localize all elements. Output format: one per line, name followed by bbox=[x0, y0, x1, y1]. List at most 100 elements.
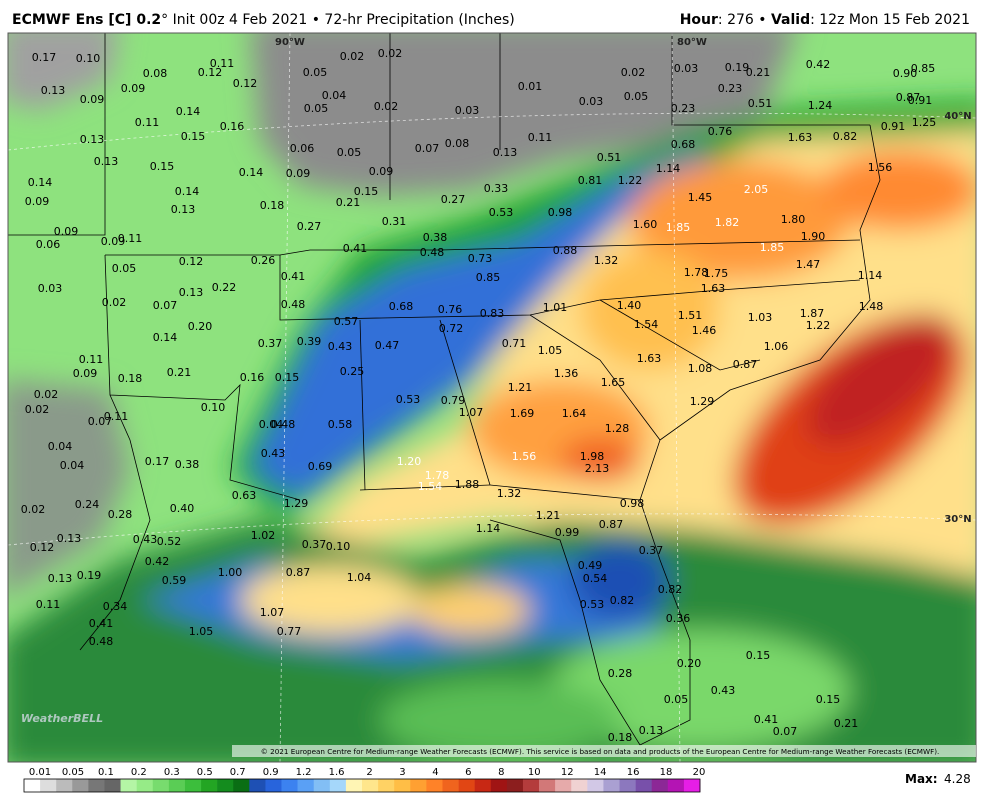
value-label: 0.31 bbox=[382, 215, 407, 228]
legend-swatch bbox=[233, 779, 250, 792]
legend-tick-label: 14 bbox=[594, 767, 607, 778]
value-label: 0.14 bbox=[176, 105, 201, 118]
value-label: 1.56 bbox=[868, 161, 893, 174]
value-label: 0.12 bbox=[233, 77, 258, 90]
value-label: 0.82 bbox=[658, 583, 683, 596]
value-label: 0.23 bbox=[718, 82, 743, 95]
value-label: 0.87 bbox=[599, 518, 624, 531]
value-label: 0.15 bbox=[354, 185, 379, 198]
value-label: 1.54 bbox=[634, 318, 659, 331]
logo: WeatherBELL bbox=[21, 712, 103, 725]
legend-tick-label: 0.01 bbox=[29, 767, 51, 778]
value-label: 0.07 bbox=[153, 299, 178, 312]
value-label: 1.05 bbox=[189, 625, 214, 638]
value-label: 0.18 bbox=[260, 199, 285, 212]
value-label: 0.87 bbox=[733, 358, 758, 371]
value-label: 0.34 bbox=[103, 600, 128, 613]
copyright-bg bbox=[232, 745, 976, 757]
value-label: 0.22 bbox=[212, 281, 237, 294]
value-label: 1.14 bbox=[858, 269, 883, 282]
value-label: 0.63 bbox=[232, 489, 257, 502]
value-label: 1.07 bbox=[459, 406, 484, 419]
value-label: 1.63 bbox=[788, 131, 813, 144]
legend-swatch bbox=[40, 779, 57, 792]
value-label: 0.83 bbox=[480, 307, 505, 320]
value-label: 0.53 bbox=[489, 206, 514, 219]
value-label: 0.09 bbox=[54, 225, 79, 238]
value-label: 1.48 bbox=[859, 300, 884, 313]
value-label: 1.32 bbox=[497, 487, 522, 500]
value-label: 1.78 bbox=[684, 266, 709, 279]
value-label: 0.85 bbox=[911, 62, 936, 75]
legend-swatch bbox=[458, 779, 475, 792]
value-label: 0.09 bbox=[73, 367, 98, 380]
value-label: 0.11 bbox=[210, 57, 235, 70]
value-label: 0.10 bbox=[76, 52, 101, 65]
value-label: 0.21 bbox=[167, 366, 192, 379]
value-label: 0.13 bbox=[57, 532, 82, 545]
legend-swatch bbox=[587, 779, 604, 792]
value-label: 0.21 bbox=[336, 196, 361, 209]
value-label: 0.11 bbox=[118, 232, 143, 245]
value-label: 1.63 bbox=[701, 282, 726, 295]
value-label: 1.46 bbox=[692, 324, 717, 337]
value-label: 0.13 bbox=[80, 133, 105, 146]
value-label: 0.18 bbox=[608, 731, 633, 744]
value-label: 0.20 bbox=[677, 657, 702, 670]
legend-swatch bbox=[72, 779, 89, 792]
value-label: 1.45 bbox=[688, 191, 713, 204]
value-label: 0.02 bbox=[34, 388, 59, 401]
legend-frame bbox=[23, 778, 701, 793]
grid-label: 30°N bbox=[944, 514, 971, 525]
value-label: 0.14 bbox=[175, 185, 200, 198]
value-label: 1.40 bbox=[617, 299, 642, 312]
value-label: 0.08 bbox=[445, 137, 470, 150]
value-label: 0.98 bbox=[620, 497, 645, 510]
legend-swatch bbox=[104, 779, 121, 792]
value-label: 0.07 bbox=[88, 415, 113, 428]
graticule bbox=[8, 33, 976, 762]
value-label: 0.01 bbox=[518, 80, 543, 93]
value-label: 0.87 bbox=[896, 91, 921, 104]
value-label: 1.51 bbox=[678, 309, 703, 322]
value-label: 0.05 bbox=[337, 146, 362, 159]
value-label: 0.10 bbox=[201, 401, 226, 414]
map-frame bbox=[7, 32, 977, 763]
value-label: 0.13 bbox=[94, 155, 119, 168]
value-label: 0.02 bbox=[21, 503, 46, 516]
value-label: 0.21 bbox=[834, 717, 859, 730]
value-label: 0.49 bbox=[578, 559, 603, 572]
legend-swatch bbox=[571, 779, 588, 792]
value-label: 0.05 bbox=[664, 693, 689, 706]
value-label: 0.02 bbox=[621, 66, 646, 79]
value-label: 0.07 bbox=[415, 142, 440, 155]
value-label: 1.98 bbox=[580, 450, 605, 463]
value-label: 0.81 bbox=[578, 174, 603, 187]
hour: : 276 • bbox=[717, 12, 767, 28]
value-label: 0.10 bbox=[326, 540, 351, 553]
value-label: 0.43 bbox=[133, 533, 158, 546]
value-label: 1.69 bbox=[510, 407, 535, 420]
value-label: 1.02 bbox=[251, 529, 276, 542]
value-label: 0.41 bbox=[89, 617, 114, 630]
value-label: 0.11 bbox=[135, 116, 160, 129]
value-label: 1.05 bbox=[538, 344, 563, 357]
value-label: 0.42 bbox=[806, 58, 831, 71]
legend-swatch bbox=[474, 779, 492, 792]
value-label: 0.12 bbox=[30, 541, 55, 554]
value-label: 0.24 bbox=[75, 498, 100, 511]
value-label: 0.48 bbox=[89, 635, 114, 648]
value-label: 1.63 bbox=[637, 352, 662, 365]
value-label: 0.09 bbox=[101, 235, 126, 248]
value-label: 1.21 bbox=[508, 381, 533, 394]
value-label: 1.36 bbox=[554, 367, 579, 380]
legend-swatch bbox=[522, 779, 540, 792]
value-label: 0.15 bbox=[181, 130, 206, 143]
value-label: 0.71 bbox=[502, 337, 527, 350]
legend-swatch bbox=[490, 779, 508, 792]
value-label: 0.37 bbox=[302, 538, 327, 551]
legend-tick-label: 0.05 bbox=[62, 767, 84, 778]
value-label: 0.48 bbox=[281, 298, 306, 311]
value-label: 0.13 bbox=[41, 84, 66, 97]
